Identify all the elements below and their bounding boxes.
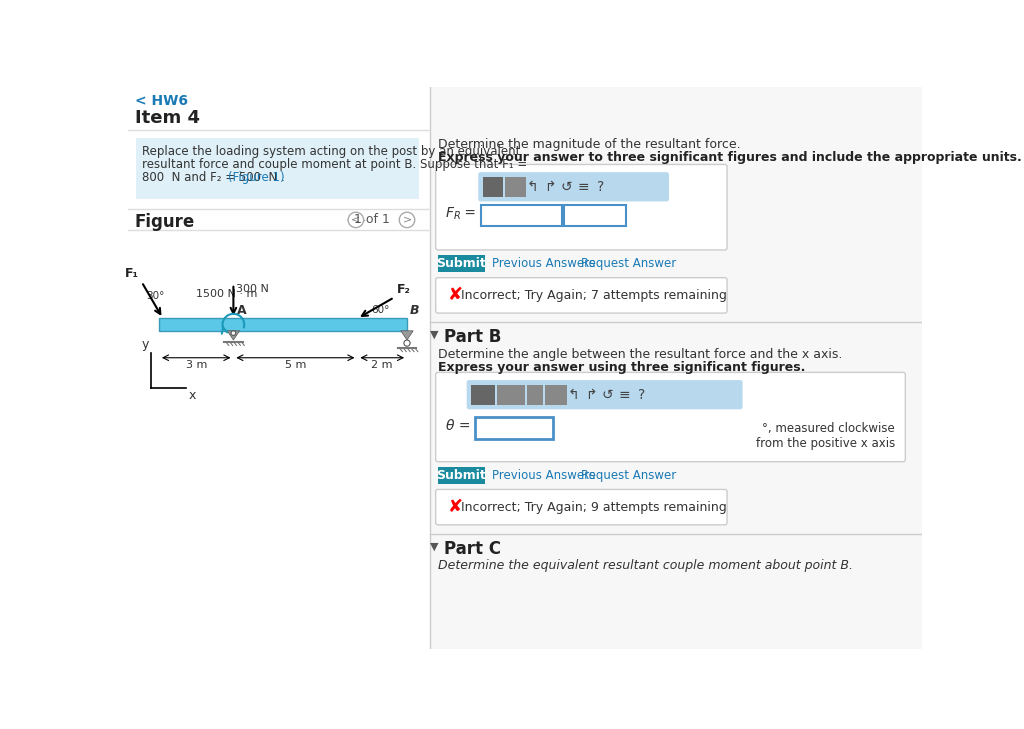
Text: θ =: θ = <box>445 419 470 433</box>
Text: ▼: ▼ <box>430 542 438 552</box>
FancyBboxPatch shape <box>478 172 669 201</box>
Bar <box>438 255 484 272</box>
Bar <box>128 87 430 649</box>
Bar <box>471 385 495 405</box>
Text: 5 m: 5 m <box>285 360 306 370</box>
Bar <box>506 177 525 197</box>
Text: F₂: F₂ <box>396 283 411 296</box>
FancyBboxPatch shape <box>435 278 727 313</box>
Text: Replace the loading system acting on the post by an equivalent: Replace the loading system acting on the… <box>142 145 520 158</box>
Text: Submit: Submit <box>436 469 486 482</box>
Bar <box>475 417 553 439</box>
Text: =: = <box>460 206 476 220</box>
Text: 300 N: 300 N <box>236 284 268 294</box>
Text: ΑΣφ: ΑΣφ <box>500 390 522 399</box>
Text: ▼: ▼ <box>430 330 438 340</box>
Text: ⇕: ⇕ <box>530 390 540 399</box>
Text: μA: μA <box>507 182 524 192</box>
Text: x: x <box>188 389 196 402</box>
Text: Determine the angle between the resultant force and the x axis.: Determine the angle between the resultan… <box>438 348 843 361</box>
Text: <: < <box>351 215 360 225</box>
Text: 1 of 1: 1 of 1 <box>354 214 390 227</box>
Text: Value: Value <box>502 208 540 222</box>
Text: Incorrect; Try Again; 7 attempts remaining: Incorrect; Try Again; 7 attempts remaini… <box>461 289 727 302</box>
Text: Submit: Submit <box>436 257 486 270</box>
Text: ≡: ≡ <box>618 388 631 402</box>
FancyBboxPatch shape <box>435 489 727 525</box>
Text: Request Answer: Request Answer <box>582 469 677 482</box>
Bar <box>497 385 525 405</box>
Text: 60°: 60° <box>371 305 389 315</box>
Bar <box>438 467 484 484</box>
FancyBboxPatch shape <box>435 373 905 461</box>
Bar <box>430 87 922 649</box>
Text: ⌗: ⌗ <box>488 178 498 196</box>
Text: ↱: ↱ <box>585 388 597 402</box>
Circle shape <box>403 340 410 346</box>
Text: 3 m: 3 m <box>185 360 207 370</box>
Text: √□: √□ <box>474 389 492 400</box>
Circle shape <box>231 331 236 335</box>
Text: ✘: ✘ <box>447 498 463 516</box>
Bar <box>527 385 543 405</box>
Text: °, measured clockwise
from the positive x axis: °, measured clockwise from the positive … <box>756 422 895 451</box>
Text: A: A <box>237 304 246 317</box>
Bar <box>545 385 566 405</box>
Text: Previous Answers: Previous Answers <box>493 469 596 482</box>
Text: y: y <box>141 338 148 351</box>
Text: Item 4: Item 4 <box>135 109 200 127</box>
FancyBboxPatch shape <box>467 380 742 410</box>
Text: (Figure 1): (Figure 1) <box>228 171 285 184</box>
Circle shape <box>348 212 364 227</box>
Text: R: R <box>454 211 460 221</box>
Text: Units: Units <box>578 208 613 222</box>
Bar <box>136 138 419 199</box>
Text: ✘: ✘ <box>447 286 463 305</box>
Text: Determine the magnitude of the resultant force.: Determine the magnitude of the resultant… <box>438 138 740 150</box>
Text: Incorrect; Try Again; 9 attempts remaining: Incorrect; Try Again; 9 attempts remaini… <box>461 501 727 514</box>
Text: Request Answer: Request Answer <box>582 257 677 270</box>
FancyBboxPatch shape <box>435 165 727 250</box>
Text: 2 m: 2 m <box>372 360 393 370</box>
Text: ↰: ↰ <box>568 388 580 402</box>
Text: 1500 N · m: 1500 N · m <box>197 289 258 299</box>
Text: Previous Answers: Previous Answers <box>493 257 596 270</box>
Text: < HW6: < HW6 <box>135 93 188 108</box>
Text: ?: ? <box>597 180 604 194</box>
Text: F₁: F₁ <box>125 268 139 280</box>
Text: Figure: Figure <box>135 213 196 231</box>
Text: ↺: ↺ <box>561 180 572 194</box>
Text: Express your answer using three significant figures.: Express your answer using three signific… <box>438 361 805 374</box>
Text: ↱: ↱ <box>544 180 555 194</box>
Text: Part B: Part B <box>444 328 502 346</box>
Text: Determine the equivalent resultant couple moment about point B.: Determine the equivalent resultant coupl… <box>438 559 853 572</box>
Bar <box>159 319 407 331</box>
Bar <box>564 205 627 226</box>
Text: Express your answer to three significant figures and include the appropriate uni: Express your answer to three significant… <box>438 152 1022 165</box>
Text: ?: ? <box>638 388 645 402</box>
Text: ↰: ↰ <box>526 180 539 194</box>
Bar <box>430 87 922 649</box>
Bar <box>483 177 503 197</box>
Text: vec: vec <box>547 390 565 399</box>
Bar <box>480 205 562 226</box>
Text: resultant force and couple moment at point B. Suppose that F₁ =: resultant force and couple moment at poi… <box>142 158 527 171</box>
Polygon shape <box>227 331 240 340</box>
Text: ≡: ≡ <box>578 180 590 194</box>
Text: ↺: ↺ <box>602 388 613 402</box>
Text: 800  N and F₂ = 500  N .: 800 N and F₂ = 500 N . <box>142 171 289 184</box>
Circle shape <box>399 212 415 227</box>
Text: B: B <box>410 304 420 317</box>
Text: >: > <box>402 215 412 225</box>
Polygon shape <box>400 331 414 340</box>
Text: 30°: 30° <box>146 291 165 301</box>
Text: F: F <box>445 206 454 220</box>
Text: Part C: Part C <box>444 540 501 558</box>
